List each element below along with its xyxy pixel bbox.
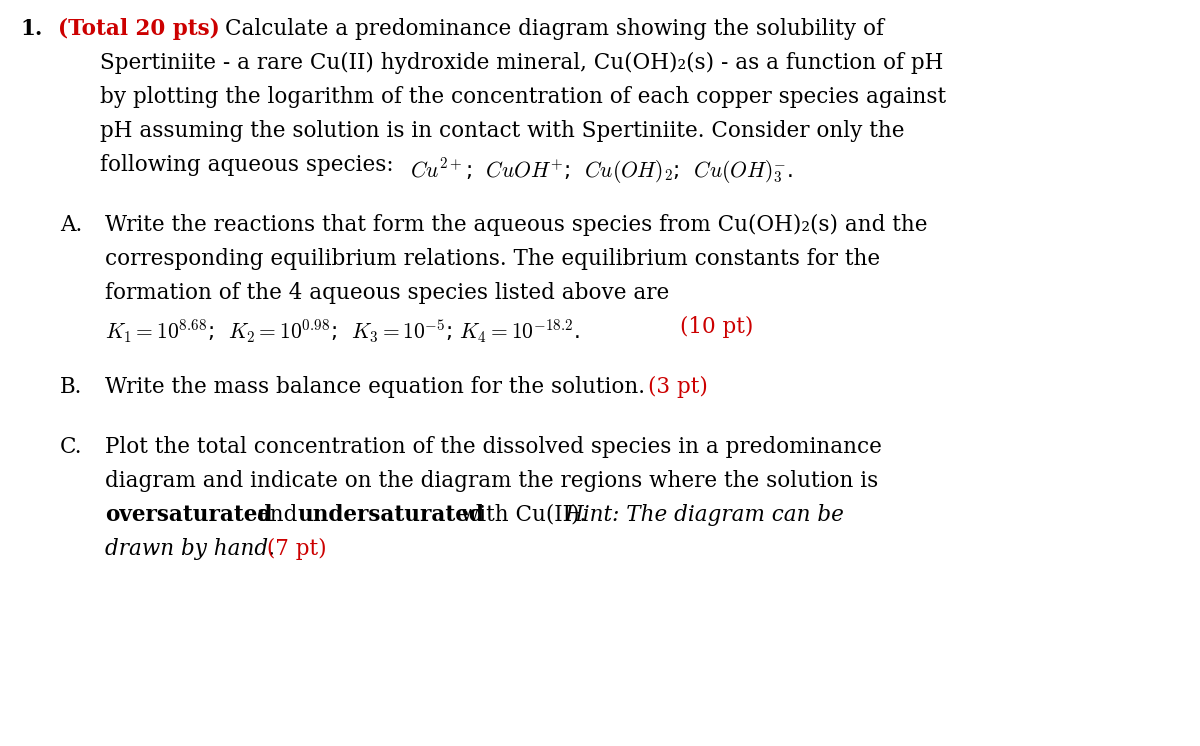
- Text: diagram and indicate on the diagram the regions where the solution is: diagram and indicate on the diagram the …: [106, 470, 878, 492]
- Text: pH assuming the solution is in contact with Spertiniite. Consider only the: pH assuming the solution is in contact w…: [100, 120, 905, 142]
- Text: (10 pt): (10 pt): [680, 316, 754, 338]
- Text: (Total 20 pts): (Total 20 pts): [58, 18, 220, 40]
- Text: 1.: 1.: [20, 18, 42, 40]
- Text: Hint: The diagram can be: Hint: The diagram can be: [564, 504, 844, 526]
- Text: $Cu^{2+}$;  $CuOH^{+}$;  $Cu(OH)_{2}$;  $Cu(OH)_{3}^{-}$.: $Cu^{2+}$; $CuOH^{+}$; $Cu(OH)_{2}$; $Cu…: [410, 156, 793, 186]
- Text: undersaturated: undersaturated: [298, 504, 484, 526]
- Text: drawn by hand.: drawn by hand.: [106, 538, 275, 560]
- Text: and: and: [250, 504, 305, 526]
- Text: Write the mass balance equation for the solution.: Write the mass balance equation for the …: [106, 376, 652, 398]
- Text: formation of the 4 aqueous species listed above are: formation of the 4 aqueous species liste…: [106, 282, 670, 304]
- Text: A.: A.: [60, 214, 83, 236]
- Text: corresponding equilibrium relations. The equilibrium constants for the: corresponding equilibrium relations. The…: [106, 248, 880, 270]
- Text: B.: B.: [60, 376, 83, 398]
- Text: Calculate a predominance diagram showing the solubility of: Calculate a predominance diagram showing…: [226, 18, 884, 40]
- Text: Write the reactions that form the aqueous species from Cu(OH)₂(s) and the: Write the reactions that form the aqueou…: [106, 214, 928, 236]
- Text: Spertiniite - a rare Cu(II) hydroxide mineral, Cu(OH)₂(s) - as a function of pH: Spertiniite - a rare Cu(II) hydroxide mi…: [100, 52, 943, 74]
- Text: (3 pt): (3 pt): [648, 376, 708, 398]
- Text: C.: C.: [60, 436, 83, 458]
- Text: oversaturated: oversaturated: [106, 504, 272, 526]
- Text: Plot the total concentration of the dissolved species in a predominance: Plot the total concentration of the diss…: [106, 436, 882, 458]
- Text: (7 pt): (7 pt): [260, 538, 326, 560]
- Text: with Cu(II).: with Cu(II).: [454, 504, 593, 526]
- Text: by plotting the logarithm of the concentration of each copper species against: by plotting the logarithm of the concent…: [100, 86, 946, 108]
- Text: following aqueous species:: following aqueous species:: [100, 154, 401, 176]
- Text: $K_1 = 10^{8.68}$;  $K_2 = 10^{0.98}$;  $K_3 = 10^{-5}$; $K_4 = 10^{-18.2}$.: $K_1 = 10^{8.68}$; $K_2 = 10^{0.98}$; $K…: [106, 318, 580, 345]
